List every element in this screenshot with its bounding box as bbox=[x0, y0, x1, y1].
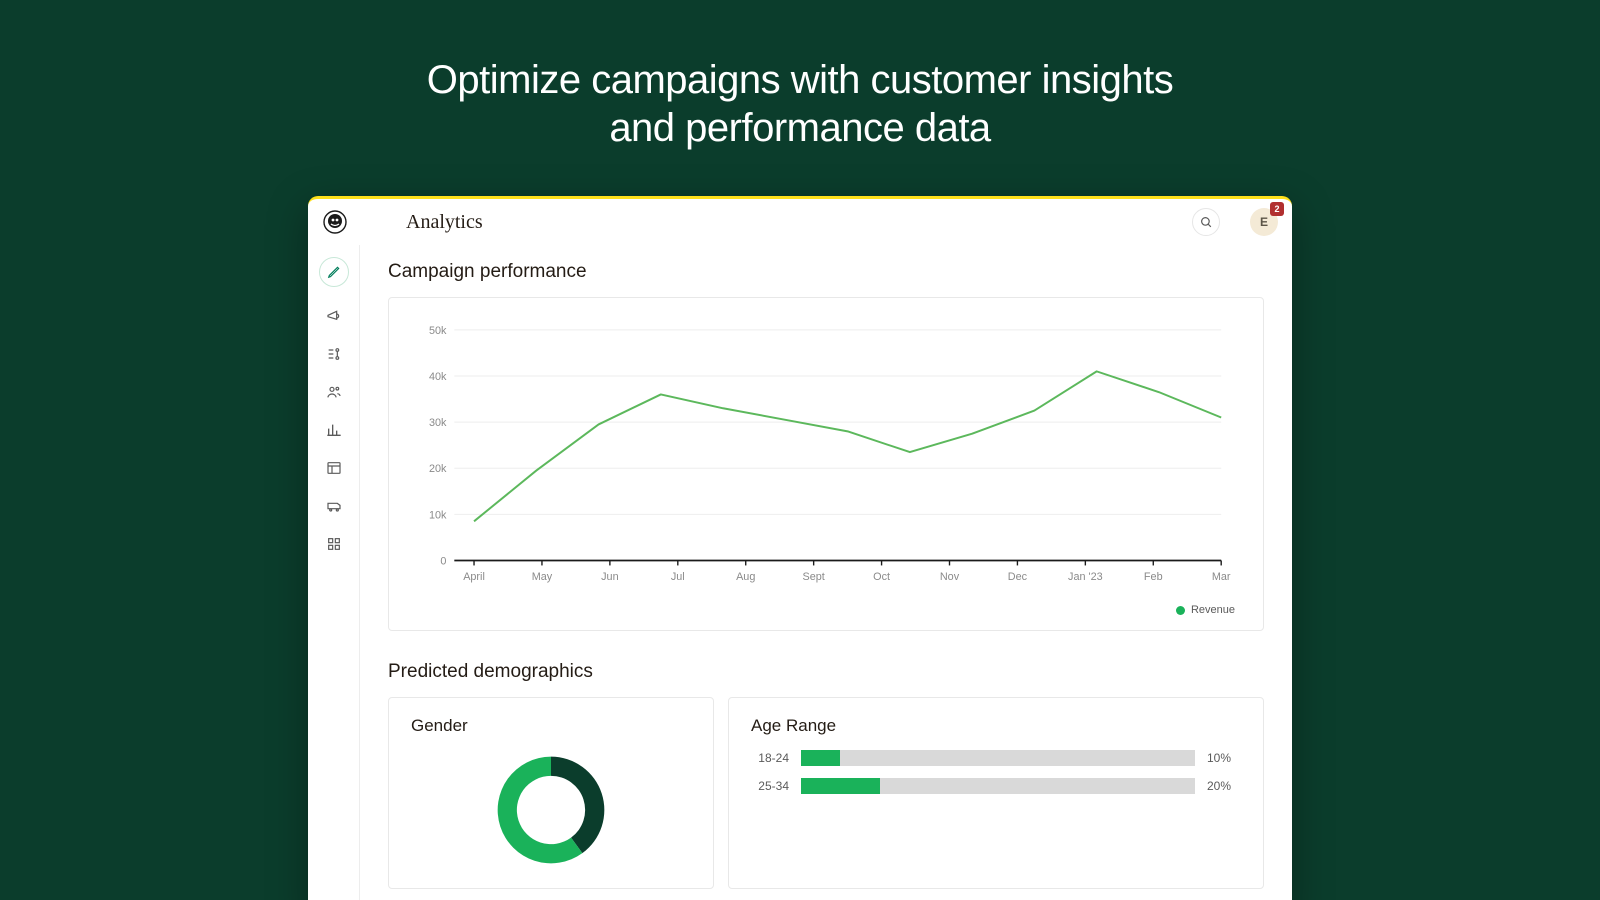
integrations-icon[interactable] bbox=[325, 535, 343, 553]
create-icon[interactable] bbox=[319, 257, 349, 287]
age-label: 18-24 bbox=[751, 751, 789, 765]
age-range-card: Age Range 18-24 10% 25-34 20% bbox=[728, 697, 1264, 889]
automations-icon[interactable] bbox=[325, 345, 343, 363]
svg-text:Aug: Aug bbox=[736, 571, 755, 583]
revenue-line-chart: 0 10k 20k 30k 40k 50k April May Jun Jul Aug Sept Oct… bbox=[407, 320, 1235, 596]
avatar-initial: E bbox=[1260, 215, 1268, 229]
svg-text:Nov: Nov bbox=[940, 571, 960, 583]
age-pct: 20% bbox=[1207, 779, 1241, 793]
svg-text:30k: 30k bbox=[429, 417, 447, 429]
main-content: Campaign performance 0 10k 20k 30k 40k 50k Apr… bbox=[360, 245, 1292, 900]
age-bar bbox=[801, 778, 1195, 794]
svg-text:Jan '23: Jan '23 bbox=[1068, 571, 1103, 583]
page-title: Analytics bbox=[406, 211, 483, 234]
age-bar bbox=[801, 750, 1195, 766]
avatar[interactable]: E 2 bbox=[1250, 208, 1278, 236]
campaign-performance-card: 0 10k 20k 30k 40k 50k April May Jun Jul Aug Sept Oct… bbox=[388, 297, 1264, 631]
audience-icon[interactable] bbox=[325, 383, 343, 401]
chart-legend: Revenue bbox=[407, 604, 1235, 616]
svg-text:Oct: Oct bbox=[873, 571, 890, 583]
svg-text:40k: 40k bbox=[429, 371, 447, 383]
legend-dot bbox=[1176, 606, 1185, 615]
campaigns-icon[interactable] bbox=[325, 307, 343, 325]
app-window: Analytics E 2 bbox=[308, 196, 1292, 900]
predicted-demographics-title: Predicted demographics bbox=[388, 661, 1264, 683]
age-row: 18-24 10% bbox=[751, 750, 1241, 766]
age-range-title: Age Range bbox=[751, 716, 1241, 736]
notification-badge: 2 bbox=[1270, 202, 1284, 216]
gender-donut-chart bbox=[461, 750, 641, 870]
legend-label: Revenue bbox=[1191, 604, 1235, 616]
svg-text:Dec: Dec bbox=[1008, 571, 1028, 583]
svg-text:Jun: Jun bbox=[601, 571, 618, 583]
svg-text:Mar: Mar bbox=[1212, 571, 1231, 583]
age-row: 25-34 20% bbox=[751, 778, 1241, 794]
svg-text:May: May bbox=[532, 571, 553, 583]
gender-title: Gender bbox=[411, 716, 691, 736]
svg-text:20k: 20k bbox=[429, 463, 447, 475]
content-icon[interactable] bbox=[325, 497, 343, 515]
website-icon[interactable] bbox=[325, 459, 343, 477]
svg-text:0: 0 bbox=[440, 555, 446, 567]
search-button[interactable] bbox=[1192, 208, 1220, 236]
hero-title: Optimize campaigns with customer insight… bbox=[420, 0, 1180, 152]
sidebar bbox=[308, 245, 360, 900]
campaign-performance-title: Campaign performance bbox=[388, 261, 1264, 283]
gender-card: Gender bbox=[388, 697, 714, 889]
svg-text:Feb: Feb bbox=[1144, 571, 1163, 583]
brand-logo[interactable] bbox=[322, 209, 348, 235]
topbar: Analytics E 2 bbox=[308, 199, 1292, 245]
svg-text:Sept: Sept bbox=[803, 571, 825, 583]
svg-text:Jul: Jul bbox=[671, 571, 685, 583]
age-pct: 10% bbox=[1207, 751, 1241, 765]
age-label: 25-34 bbox=[751, 779, 789, 793]
analytics-icon[interactable] bbox=[325, 421, 343, 439]
svg-text:50k: 50k bbox=[429, 325, 447, 337]
search-icon bbox=[1200, 216, 1213, 229]
svg-text:April: April bbox=[463, 571, 485, 583]
svg-text:10k: 10k bbox=[429, 509, 447, 521]
